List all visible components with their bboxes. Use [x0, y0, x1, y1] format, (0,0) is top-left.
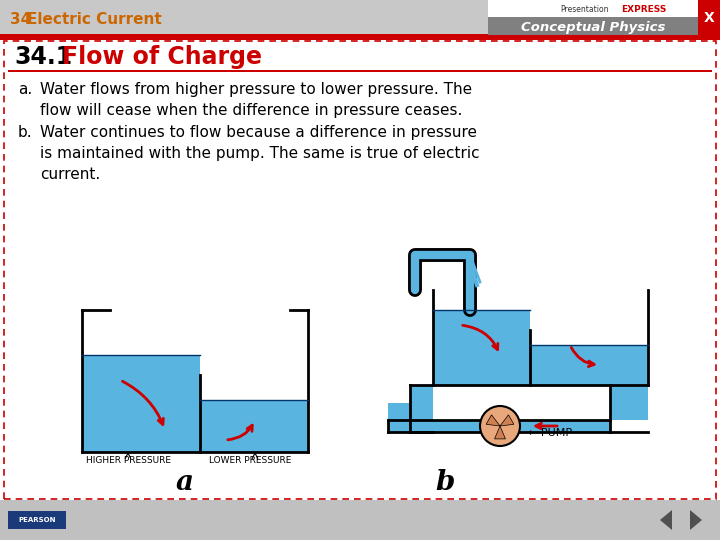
Text: a.: a.	[18, 82, 32, 97]
Bar	[4, 41, 716, 499]
Polygon shape	[660, 510, 672, 530]
Text: b: b	[436, 469, 455, 496]
Bar	[0, 34, 720, 40]
Polygon shape	[500, 415, 514, 426]
Text: Water flows from higher pressure to lower pressure. The
flow will cease when the: Water flows from higher pressure to lowe…	[40, 82, 472, 118]
Bar	[698, 0, 720, 35]
Polygon shape	[388, 420, 610, 432]
Text: a: a	[176, 469, 194, 496]
Polygon shape	[495, 426, 505, 439]
Text: EXPRESS: EXPRESS	[621, 5, 667, 15]
Bar	[488, 0, 698, 35]
Text: Conceptual Physics: Conceptual Physics	[521, 21, 665, 33]
Polygon shape	[610, 385, 648, 420]
Text: ← PUMP: ← PUMP	[528, 428, 572, 438]
Polygon shape	[690, 510, 702, 530]
Polygon shape	[200, 400, 308, 452]
Text: 34.1: 34.1	[14, 45, 72, 69]
Text: PEARSON: PEARSON	[18, 517, 55, 523]
Circle shape	[480, 406, 520, 446]
Polygon shape	[82, 355, 200, 452]
Text: X: X	[703, 11, 714, 25]
Polygon shape	[486, 415, 500, 426]
Text: Presentation: Presentation	[560, 5, 608, 15]
Bar	[0, 0, 720, 35]
Text: LOWER PRESSURE: LOWER PRESSURE	[209, 456, 291, 465]
Text: HIGHER PRESSURE: HIGHER PRESSURE	[86, 456, 171, 465]
Bar	[8, 511, 66, 529]
Text: Electric Current: Electric Current	[27, 11, 162, 26]
Text: Flow of Charge: Flow of Charge	[62, 45, 262, 69]
Polygon shape	[433, 310, 530, 385]
Bar	[0, 500, 720, 540]
Polygon shape	[530, 345, 648, 385]
Bar	[8, 70, 712, 72]
Text: 34: 34	[10, 11, 31, 26]
Bar	[488, 17, 698, 35]
Text: Water continues to flow because a difference in pressure
is maintained with the : Water continues to flow because a differ…	[40, 125, 480, 182]
Polygon shape	[388, 403, 433, 420]
Polygon shape	[410, 385, 433, 420]
Text: b.: b.	[18, 125, 32, 140]
